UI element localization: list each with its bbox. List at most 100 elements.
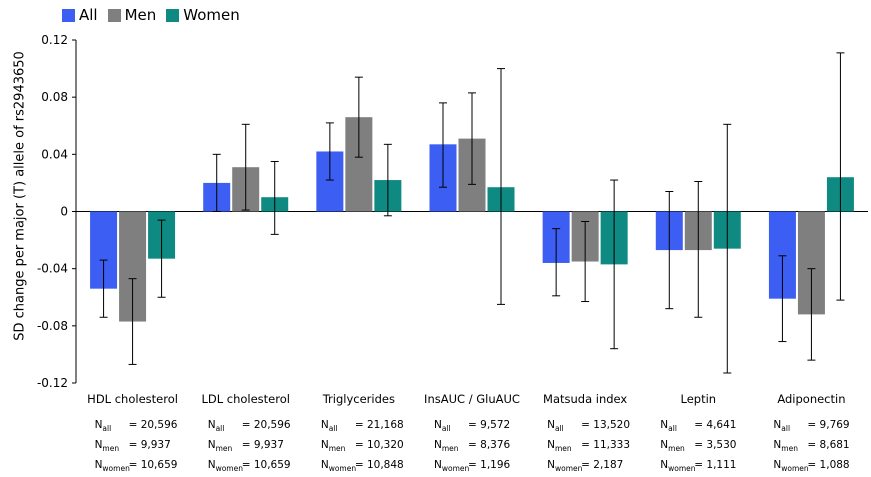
sample-size-women: Nwomen= 2,187: [547, 457, 630, 477]
category-label: Triglycerides: [322, 392, 395, 406]
y-tick-label: -0.08: [37, 319, 68, 333]
n-subscript: men: [441, 444, 459, 454]
sample-size-block: Nall = 4,641 Nmen = 3,530 Nwomen= 1,111: [660, 417, 736, 477]
n-subscript: men: [102, 444, 120, 454]
n-value: = 8,681: [807, 439, 850, 452]
n-label: Nmen: [434, 439, 459, 454]
n-value: = 20,596: [128, 419, 178, 431]
legend-swatch-all: [62, 8, 75, 22]
n-subscript: men: [668, 444, 685, 454]
n-subscript: women: [102, 464, 130, 474]
sample-size-women: Nwomen= 10,659: [208, 457, 291, 477]
sample-size-block: Nall = 21,168 Nmen = 10,320 Nwomen= 10,848: [321, 417, 404, 477]
sample-size-women: Nwomen= 1,111: [660, 457, 736, 477]
n-label: Nall: [207, 419, 225, 434]
n-label: Nwomen: [434, 459, 470, 474]
n-value: = 9,937: [241, 439, 284, 452]
legend-item-women: Women: [166, 6, 240, 24]
n-subscript: all: [555, 424, 564, 434]
n-value: = 10,659: [128, 459, 178, 472]
category-label: Leptin: [680, 392, 717, 406]
sample-size-men: Nmen = 8,376: [434, 437, 510, 457]
n-label: Nall: [773, 419, 791, 434]
sample-size-men: Nmen = 3,530: [660, 437, 736, 457]
category-label: HDL cholesterol: [87, 392, 178, 406]
n-subscript: women: [328, 464, 357, 474]
n-label: Nmen: [207, 439, 233, 454]
sample-size-block: Nall = 9,572 Nmen = 8,376 Nwomen= 1,196: [434, 417, 510, 477]
n-label: Nwomen: [547, 459, 583, 474]
n-value: = 11,333: [581, 439, 631, 452]
sample-size-all: Nall = 21,168: [321, 417, 404, 437]
sample-size-all: Nall = 9,572: [434, 417, 510, 437]
n-subscript: men: [215, 444, 233, 454]
n-subscript: women: [668, 464, 696, 474]
sample-size-men: Nmen = 9,937: [95, 437, 178, 457]
n-label: Nmen: [773, 439, 798, 454]
n-value: = 3,530: [694, 439, 737, 452]
n-subscript: all: [215, 424, 225, 434]
y-tick-label: -0.04: [37, 262, 68, 276]
n-subscript: women: [441, 464, 470, 474]
sample-size-men: Nmen = 8,681: [773, 437, 849, 457]
n-label: Nall: [434, 419, 451, 434]
n-label: Nmen: [94, 439, 120, 454]
category-label: Matsuda index: [543, 392, 628, 406]
n-value: = 1,196: [468, 459, 511, 472]
sample-size-women: Nwomen= 10,848: [321, 457, 404, 477]
legend-label-men: Men: [124, 6, 157, 24]
sample-size-women: Nwomen= 1,088: [773, 457, 849, 477]
sample-size-men: Nmen = 9,937: [208, 437, 291, 457]
sample-size-block: Nall = 20,596 Nmen = 9,937 Nwomen= 10,659: [95, 417, 178, 477]
n-value: = 13,520: [581, 419, 631, 431]
legend-label-all: All: [79, 6, 98, 24]
n-subscript: women: [555, 464, 583, 474]
n-subscript: men: [328, 444, 346, 454]
n-subscript: women: [215, 464, 243, 474]
n-value: = 21,168: [354, 419, 404, 431]
legend-swatch-men: [107, 8, 121, 22]
n-value: = 2,187: [581, 459, 624, 472]
legend-item-men: Men: [107, 6, 157, 24]
n-label: Nmen: [547, 439, 572, 454]
sample-size-all: Nall = 4,641: [660, 417, 736, 437]
sample-size-all: Nall = 20,596: [95, 417, 178, 437]
y-tick-label: -0.12: [37, 376, 68, 390]
y-tick-label: 0.04: [41, 147, 68, 161]
n-label: Nwomen: [320, 459, 357, 474]
n-subscript: women: [781, 464, 809, 474]
y-tick-label: 0: [60, 205, 68, 219]
sample-size-all: Nall = 9,769: [773, 417, 849, 437]
n-label: Nall: [547, 419, 564, 434]
n-label: Nmen: [320, 439, 346, 454]
n-value: = 9,769: [807, 419, 850, 431]
n-value: = 10,320: [354, 439, 404, 452]
sample-size-women: Nwomen= 1,196: [434, 457, 510, 477]
sample-size-block: Nall = 13,520 Nmen = 11,333 Nwomen= 2,187: [547, 417, 630, 477]
category-label: InsAUC / GluAUC: [424, 392, 520, 406]
sample-size-block: Nall = 9,769 Nmen = 8,681 Nwomen= 1,088: [773, 417, 849, 477]
sample-size-women: Nwomen= 10,659: [95, 457, 178, 477]
n-value: = 8,376: [468, 439, 511, 452]
n-label: Nall: [660, 419, 677, 434]
n-label: Nwomen: [773, 459, 809, 474]
n-label: Nmen: [660, 439, 685, 454]
n-label: Nwomen: [207, 459, 243, 474]
sample-size-block: Nall = 20,596 Nmen = 9,937 Nwomen= 10,659: [208, 417, 291, 477]
n-value: = 4,641: [694, 419, 737, 431]
n-value: = 10,659: [241, 459, 291, 472]
n-subscript: all: [102, 424, 112, 434]
sample-size-men: Nmen = 11,333: [547, 437, 630, 457]
sample-size-men: Nmen = 10,320: [321, 437, 404, 457]
n-label: Nwomen: [94, 459, 130, 474]
n-value: = 10,848: [354, 459, 404, 472]
n-subscript: all: [441, 424, 451, 434]
sample-size-all: Nall = 20,596: [208, 417, 291, 437]
n-value: = 1,088: [807, 459, 850, 472]
n-subscript: all: [668, 424, 677, 434]
sample-size-all: Nall = 13,520: [547, 417, 630, 437]
legend-item-all: All: [62, 6, 98, 24]
n-subscript: men: [555, 444, 572, 454]
n-value: = 9,937: [128, 439, 171, 452]
